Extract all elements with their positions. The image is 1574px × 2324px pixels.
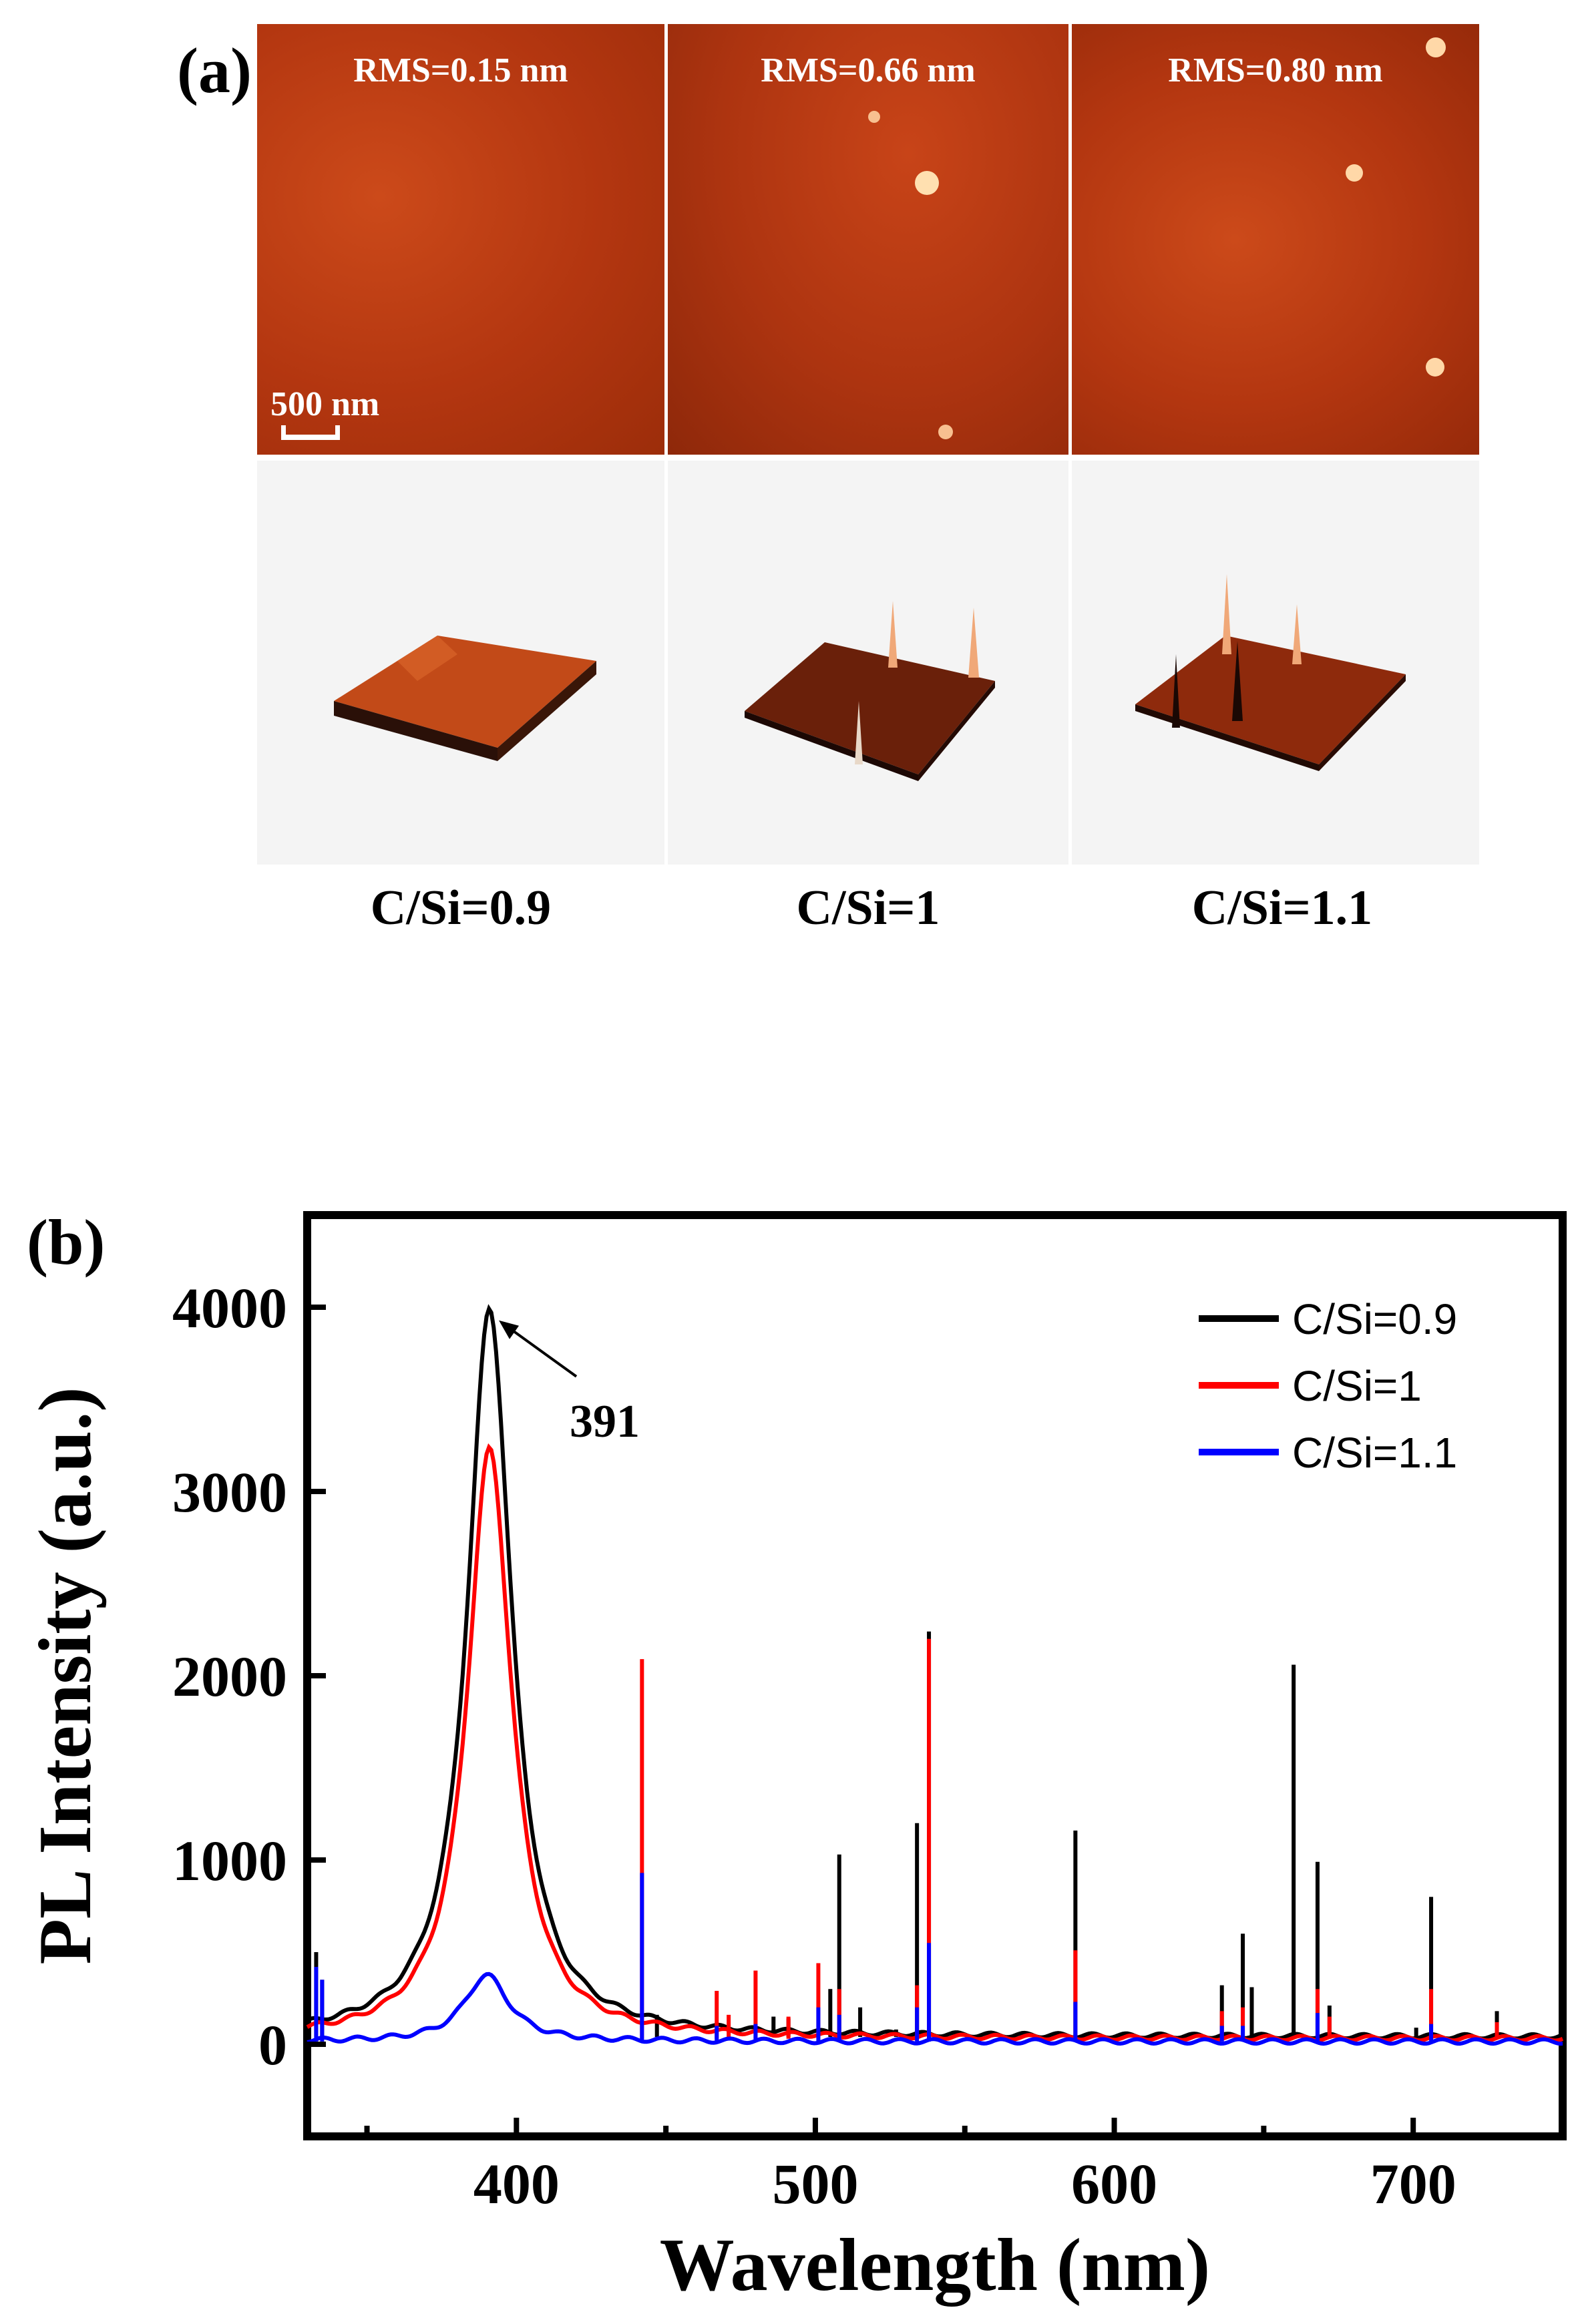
surface-3d-0-graphic	[334, 636, 596, 761]
ratio-label: C/Si=1	[796, 881, 940, 935]
surface-3d-2	[1072, 461, 1479, 865]
legend-label-2: C/Si=1.1	[1292, 1429, 1457, 1477]
rms-label: RMS=0.66 nm	[761, 51, 976, 89]
x-tick-label-1: 500	[772, 2152, 858, 2216]
ticks-group: 400 500 600 700 0 1000 2000 3000 4000	[172, 1276, 1565, 2216]
series-line-0	[306, 1304, 1563, 2041]
legend: C/Si=0.9 C/Si=1 C/Si=1.1	[1199, 1295, 1457, 1477]
annotation-arrow	[503, 1323, 578, 1378]
surface-3d-1-graphic	[745, 601, 995, 781]
annotation-arrowhead	[499, 1320, 520, 1339]
ratio-label: C/Si=1.1	[1191, 881, 1373, 935]
ratio-label: C/Si=0.9	[370, 881, 552, 935]
y-tick-label-4: 4000	[172, 1276, 287, 1340]
surface-3d-0	[257, 461, 664, 865]
x-axis-title: Wavelength (nm)	[660, 2224, 1210, 2307]
rms-label: RMS=0.80 nm	[1168, 51, 1383, 89]
legend-label-1: C/Si=1	[1292, 1362, 1422, 1410]
y-tick-label-3: 3000	[172, 1460, 287, 1524]
scale-bar	[281, 425, 340, 440]
rms-label: RMS=0.15 nm	[353, 51, 568, 89]
x-tick-label-2: 600	[1071, 2152, 1157, 2216]
y-tick-label-2: 2000	[172, 1644, 287, 1708]
panel-a-label: (a)	[177, 35, 252, 106]
panel-b-label: (b)	[27, 1206, 106, 1278]
x-tick-label-0: 400	[473, 2152, 560, 2216]
y-axis-title: PL Intensity (a.u.)	[24, 1387, 107, 1965]
afm-image-0: RMS=0.15 nm 500 nm	[257, 24, 664, 455]
scale-bar-label: 500 nm	[270, 385, 380, 423]
annotation-label: 391	[570, 1396, 640, 1447]
series-group	[306, 1304, 1564, 2046]
afm-image-1: RMS=0.66 nm	[668, 24, 1068, 455]
series-line-2	[307, 1971, 1563, 2046]
surface-3d-1	[668, 461, 1068, 865]
afm-image-2: RMS=0.80 nm	[1072, 24, 1479, 455]
x-tick-label-3: 700	[1370, 2152, 1456, 2216]
y-tick-label-0: 0	[258, 2013, 287, 2077]
surface-3d-2-graphic	[1135, 574, 1406, 771]
pl-chart: 400 500 600 700 0 1000 2000 3000 4000 391 C/Si=0…	[24, 1211, 1567, 2307]
y-tick-label-1: 1000	[172, 1829, 287, 1893]
series-line-1	[306, 1443, 1564, 2043]
annotation: 391	[499, 1320, 640, 1447]
legend-label-0: C/Si=0.9	[1292, 1295, 1457, 1343]
